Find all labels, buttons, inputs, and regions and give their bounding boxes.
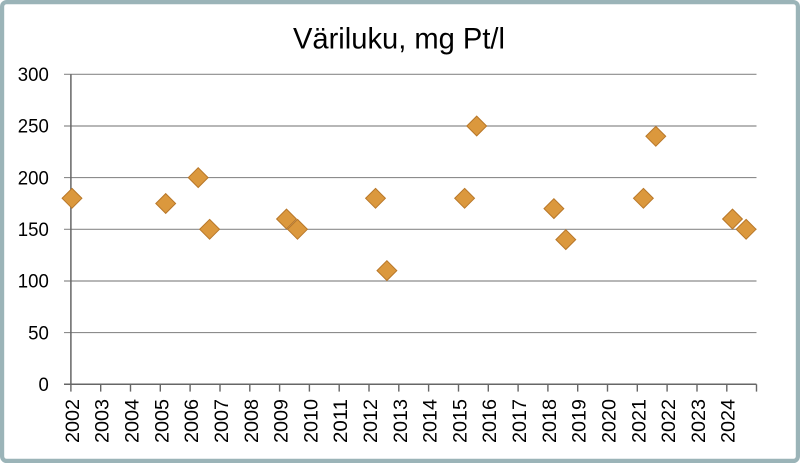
svg-text:2010: 2010	[301, 399, 322, 443]
svg-text:2015: 2015	[450, 399, 471, 443]
svg-text:2018: 2018	[540, 399, 561, 443]
svg-text:2005: 2005	[152, 399, 173, 443]
svg-text:2006: 2006	[182, 399, 203, 443]
svg-text:2008: 2008	[242, 399, 263, 443]
svg-text:2024: 2024	[719, 399, 740, 443]
svg-text:2016: 2016	[480, 399, 501, 443]
svg-text:2007: 2007	[212, 399, 233, 443]
svg-text:2004: 2004	[123, 399, 144, 443]
svg-text:2013: 2013	[391, 399, 412, 443]
svg-text:2012: 2012	[361, 399, 382, 443]
svg-text:100: 100	[18, 272, 49, 293]
svg-text:2023: 2023	[689, 399, 710, 443]
svg-text:0: 0	[39, 375, 49, 396]
svg-text:2002: 2002	[63, 399, 84, 443]
svg-text:2019: 2019	[570, 399, 591, 443]
svg-text:300: 300	[18, 65, 49, 86]
svg-text:2014: 2014	[421, 399, 442, 443]
svg-text:Väriluku, mg Pt/l: Väriluku, mg Pt/l	[293, 23, 505, 56]
svg-text:200: 200	[18, 168, 49, 189]
svg-text:2009: 2009	[272, 399, 293, 443]
svg-text:2022: 2022	[659, 399, 680, 443]
svg-text:150: 150	[18, 220, 49, 241]
svg-text:50: 50	[28, 323, 49, 344]
svg-text:2021: 2021	[629, 399, 650, 443]
svg-text:250: 250	[18, 117, 49, 138]
svg-text:2017: 2017	[510, 399, 531, 443]
svg-text:2020: 2020	[600, 399, 621, 443]
svg-text:2003: 2003	[93, 399, 114, 443]
svg-text:2011: 2011	[331, 399, 352, 443]
